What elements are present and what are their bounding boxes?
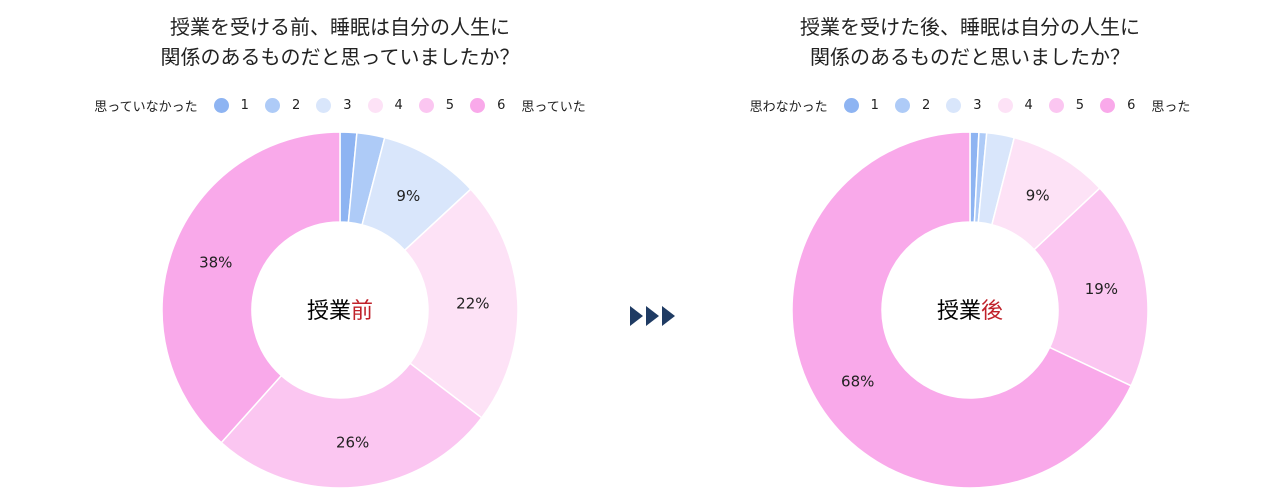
legend-swatch [213,98,229,113]
legend-swatch [843,98,859,113]
donut-chart-before: 9% 22% 26% 38% 授業前 [161,131,519,489]
legend-item-label: 2 [921,98,931,113]
legend-low-label: 思っていなかった [94,100,198,115]
legend-swatch [264,98,280,113]
chart-title-line-2: 関係のあるものだと思いましたか？ [810,45,1130,69]
legend-item-3: 3 [946,98,982,113]
legend-item-label: 6 [1127,98,1136,113]
arrow-icon [630,306,643,326]
chart-title-before: 授業を受ける前、睡眠は自分の人生に 関係のあるものだと思っていましたか？ [40,12,640,72]
chart-panel-before: 授業を受ける前、睡眠は自分の人生に 関係のあるものだと思っていましたか？ 思って… [40,0,640,504]
legend-item-label: 5 [1075,98,1085,113]
legend-item-2: 2 [264,98,301,113]
donut-slice-5 [1033,187,1149,387]
transition-arrows [630,306,678,326]
legend-swatch [367,98,383,113]
donut-center-label: 授業後 [937,299,1003,324]
legend-swatch [894,98,910,113]
arrow-icon [662,306,675,326]
donut-center-label: 授業前 [307,299,373,324]
arrow-icon [646,306,659,326]
donut-slice-5 [220,362,483,489]
chart-title-line-2: 関係のあるものだと思っていましたか？ [160,45,520,69]
slice-value-label: 9% [396,187,420,205]
donut-slice-6 [161,131,341,444]
legend-item-5: 5 [418,98,455,113]
slice-value-label: 22% [456,295,489,313]
center-label-base: 授業 [937,299,981,324]
legend-item-label: 3 [343,98,352,113]
slice-value-label: 19% [1085,280,1118,298]
legend-high-label: 思った [1151,100,1191,115]
legend-swatch [1048,98,1064,113]
slice-value-label: 38% [199,254,232,272]
legend-low-label: 思わなかった [749,100,828,115]
legend-swatch [997,98,1013,113]
legend-item-1: 1 [213,98,249,113]
legend-item-label: 6 [497,98,506,113]
legend-item-6: 6 [1100,98,1135,113]
legend-swatch [418,98,434,113]
donut-value-labels: 9% 22% 26% 38% [199,187,489,452]
center-label-accent: 後 [981,299,1003,324]
legend-item-label: 1 [870,98,879,113]
legend-item-label: 5 [445,98,455,113]
legend-swatch [1100,98,1116,113]
legend-item-6: 6 [470,98,505,113]
center-label-base: 授業 [307,299,351,324]
legend-item-3: 3 [316,98,352,113]
donut-value-labels: 9% 19% 68% [841,187,1118,391]
center-label-accent: 前 [351,299,373,324]
chart-panel-after: 授業を受けた後、睡眠は自分の人生に 関係のあるものだと思いましたか？ 思わなかっ… [670,0,1270,504]
legend-high-label: 思っていた [521,100,586,115]
donut-slices [791,131,1149,489]
legend-swatch [946,98,962,113]
slice-value-label: 68% [841,372,874,390]
legend-item-5: 5 [1048,98,1085,113]
legend-item-label: 3 [973,98,982,113]
chart-title-after: 授業を受けた後、睡眠は自分の人生に 関係のあるものだと思いましたか？ [670,12,1270,72]
donut-slice-4 [403,188,519,419]
slice-value-label: 26% [336,433,369,451]
legend-item-1: 1 [843,98,879,113]
donut-slices [161,131,519,489]
legend-swatch [470,98,486,113]
legend-item-label: 4 [1024,98,1033,113]
legend-item-label: 2 [291,98,301,113]
legend-item-4: 4 [367,98,403,113]
donut-slice-6 [791,131,1133,489]
chart-title-line-1: 授業を受ける前、睡眠は自分の人生に [170,15,510,39]
legend-before: 思っていなかった 1 2 3 4 5 6 思っていた [40,96,640,115]
slice-value-label: 9% [1026,187,1050,205]
legend-after: 思わなかった 1 2 3 4 5 6 思った [670,96,1270,115]
legend-item-label: 4 [394,98,403,113]
legend-item-label: 1 [240,98,249,113]
legend-swatch [316,98,332,113]
legend-item-2: 2 [894,98,931,113]
donut-chart-after: 9% 19% 68% 授業後 [791,131,1149,489]
legend-item-4: 4 [997,98,1033,113]
chart-title-line-1: 授業を受けた後、睡眠は自分の人生に [800,15,1140,39]
